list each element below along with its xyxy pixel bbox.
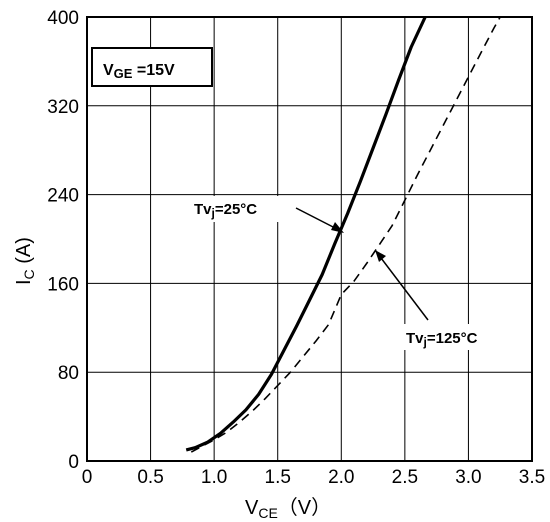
plot-frame bbox=[86, 16, 533, 462]
condition-label: VGE =15V bbox=[103, 62, 175, 81]
x-tick-label: 3.0 bbox=[455, 467, 481, 488]
y-tick-label: 80 bbox=[58, 363, 79, 384]
annotation-125c: Tvj=125°C bbox=[375, 250, 512, 350]
y-tick-label: 160 bbox=[47, 274, 79, 295]
y-tick-labels: 0 80 160 240 320 400 bbox=[47, 8, 79, 473]
annotation-125c-label: Tvj=125°C bbox=[406, 330, 478, 349]
annotation-25c: Tvj=25°C bbox=[190, 196, 344, 233]
x-tick-label: 2.0 bbox=[328, 467, 354, 488]
series-line-0 bbox=[185, 16, 427, 452]
annotation-125c-arrowhead bbox=[375, 250, 386, 262]
y-tick-label: 400 bbox=[47, 8, 79, 29]
x-tick-label: 1.0 bbox=[201, 467, 227, 488]
x-tick-label: 3.5 bbox=[519, 467, 545, 488]
y-axis-label: IC (A) bbox=[13, 237, 37, 285]
x-tick-label: 0 bbox=[82, 467, 93, 488]
x-tick-labels: 0 0.5 1.0 1.5 2.0 2.5 3.0 3.5 bbox=[82, 467, 546, 488]
annotation-25c-label: Tvj=25°C bbox=[194, 201, 257, 220]
y-tick-label: 240 bbox=[47, 186, 79, 207]
x-tick-label: 1.5 bbox=[265, 467, 291, 488]
condition-box: VGE =15V bbox=[91, 47, 213, 87]
y-tick-label: 0 bbox=[68, 452, 79, 473]
x-tick-label: 2.5 bbox=[392, 467, 418, 488]
series-line-1 bbox=[190, 16, 501, 453]
annotation-25c-arrowhead bbox=[331, 222, 344, 233]
y-tick-label: 320 bbox=[47, 97, 79, 118]
annotation-125c-arrow bbox=[380, 257, 429, 321]
x-axis-label: VCE（V） bbox=[245, 496, 331, 521]
x-tick-label: 0.5 bbox=[137, 467, 163, 488]
annotation-25c-arrow bbox=[295, 207, 338, 230]
series-group bbox=[185, 16, 501, 453]
